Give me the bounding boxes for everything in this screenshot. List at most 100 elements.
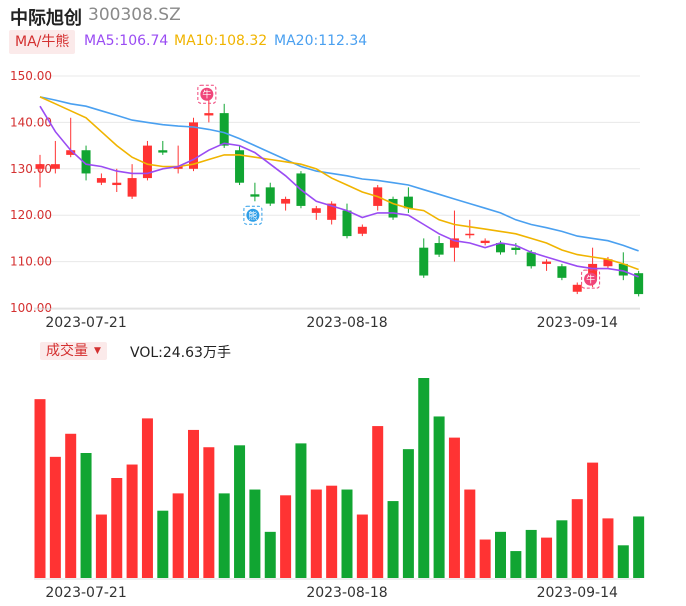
price-tick-label: 130.00 — [10, 162, 52, 176]
ma5-readout: MA5:106.74 — [84, 33, 169, 49]
volume-bar — [633, 516, 645, 578]
price-tick-label: 100.00 — [10, 301, 52, 315]
bull-marker-glyph: 牛 — [202, 89, 211, 101]
price-x-tick-label: 2023-07-21 — [45, 315, 126, 331]
volume-bar — [172, 493, 184, 578]
volume-x-tick-label: 2023-08-18 — [306, 585, 387, 601]
candle-body — [66, 150, 76, 155]
candle-body — [588, 263, 598, 278]
candle-body — [403, 196, 413, 209]
candle-body — [357, 226, 367, 234]
candle-body — [511, 247, 521, 250]
candle-body — [281, 198, 291, 204]
candle-body — [96, 178, 106, 183]
volume-bar — [617, 545, 629, 578]
candle-body — [603, 259, 613, 267]
volume-bar — [556, 520, 568, 578]
volume-bar — [264, 531, 276, 578]
price-tick-label: 140.00 — [10, 115, 52, 129]
volume-bar — [448, 437, 460, 578]
volume-bar — [111, 478, 123, 578]
volume-bar — [525, 529, 537, 578]
price-tick-label: 150.00 — [10, 69, 52, 83]
volume-bar — [372, 426, 384, 578]
volume-bar — [571, 499, 583, 578]
candle-body — [496, 243, 505, 253]
candle-body — [465, 233, 475, 236]
volume-bar — [203, 447, 215, 578]
candle-body — [388, 198, 398, 218]
volume-bar — [341, 489, 353, 578]
candle-body — [342, 210, 352, 237]
candle-body — [542, 261, 552, 264]
candle-body — [265, 187, 275, 204]
candle-body — [449, 238, 459, 248]
ma10-readout: MA10:108.32 — [174, 33, 268, 49]
volume-x-tick-label: 2023-07-21 — [45, 585, 126, 601]
volume-bar — [402, 449, 414, 578]
candle-body — [35, 164, 45, 169]
candle-body — [112, 182, 122, 186]
candle-body — [311, 208, 321, 213]
candle-body — [250, 194, 260, 197]
volume-bar — [95, 514, 107, 578]
caret-down-icon: ▼ — [94, 346, 101, 356]
candle-body — [572, 284, 582, 292]
bull-marker-glyph: 牛 — [586, 274, 595, 286]
price-x-tick-label: 2023-09-14 — [537, 315, 618, 331]
candle-body — [434, 243, 444, 255]
candle-body — [419, 247, 429, 276]
ma-indicator-tab[interactable]: MA/牛熊 — [9, 30, 76, 54]
volume-bar — [34, 399, 46, 578]
volume-bar — [356, 514, 368, 578]
volume-bar — [295, 443, 307, 578]
volume-indicator-tab[interactable]: 成交量 ▼ — [40, 342, 107, 360]
volume-bar — [80, 453, 92, 578]
candle-body — [480, 240, 490, 244]
volume-bar — [418, 378, 430, 578]
volume-bar — [602, 518, 614, 578]
volume-readout: VOL:24.63万手 — [130, 345, 231, 361]
volume-bar — [126, 464, 138, 578]
volume-bar — [141, 418, 153, 578]
candle-body — [235, 150, 245, 183]
candle-body — [142, 145, 152, 179]
volume-bar — [218, 493, 230, 578]
price-x-tick-label: 2023-08-18 — [306, 315, 387, 331]
candle-body — [219, 113, 229, 146]
volume-bar — [249, 489, 261, 578]
bear-marker-glyph: 熊 — [248, 210, 257, 222]
volume-bar — [464, 489, 476, 578]
volume-bar — [65, 433, 77, 578]
candle-body — [127, 178, 137, 197]
volume-bar — [234, 445, 246, 578]
candle-body — [81, 150, 91, 174]
volume-bar — [587, 462, 599, 578]
volume-bar — [49, 456, 61, 578]
candle-body — [204, 113, 214, 116]
bull-marker-icon — [584, 272, 598, 286]
bull-marker-icon — [200, 87, 214, 101]
volume-bar — [387, 501, 399, 578]
candle-body — [50, 164, 60, 169]
price-tick-label: 110.00 — [10, 255, 52, 269]
bull-marker-frame — [581, 269, 601, 289]
candle-body — [158, 150, 168, 153]
volume-bar — [280, 495, 292, 578]
volume-bar — [479, 539, 491, 578]
volume-bar — [433, 416, 445, 578]
candle-body — [173, 166, 183, 169]
price-tick-label: 120.00 — [10, 208, 52, 222]
volume-bar — [541, 537, 553, 578]
candle-body — [557, 266, 567, 278]
bear-marker-frame — [243, 205, 263, 225]
volume-tab-label: 成交量 — [46, 343, 88, 359]
stock-code: 300308.SZ — [88, 5, 181, 25]
bull-marker-frame — [197, 84, 217, 104]
volume-x-tick-label: 2023-09-14 — [537, 585, 618, 601]
ma20-line — [39, 96, 639, 252]
volume-bar — [326, 485, 338, 578]
candle-body — [327, 203, 337, 220]
ma5-line — [39, 105, 639, 278]
